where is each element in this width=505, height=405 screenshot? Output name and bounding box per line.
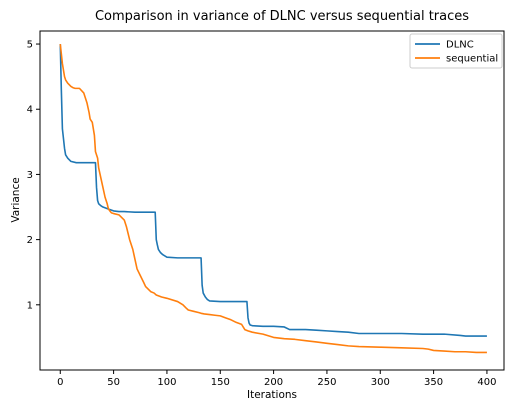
y-tick-label: 2: [27, 235, 33, 246]
series-line-dlnc: [59, 44, 487, 337]
x-tick-label: 200: [264, 377, 283, 388]
y-tick-label: 5: [27, 40, 33, 51]
x-tick-label: 400: [477, 377, 496, 388]
y-tick-label: 4: [27, 105, 33, 116]
x-tick-label: 300: [371, 377, 390, 388]
x-axis: 0 50 100 150 200 250 300 350 400: [57, 370, 496, 388]
x-axis-label: Iterations: [247, 389, 297, 401]
plot-frame: [39, 30, 505, 371]
x-tick-label: 0: [57, 377, 63, 388]
x-tick-label: 150: [211, 377, 230, 388]
y-axis-label: Variance: [10, 177, 22, 222]
y-axis: 1 2 3 4 5: [27, 40, 40, 311]
legend-label-dlnc: DLNC: [446, 40, 474, 51]
x-tick-label: 350: [424, 377, 443, 388]
chart-title: Comparison in variance of DLNC versus se…: [95, 9, 469, 24]
chart-legend: DLNC sequential: [409, 33, 503, 69]
legend-box: [409, 33, 503, 69]
series-line-sequential: [59, 43, 487, 354]
x-tick-label: 100: [157, 377, 176, 388]
y-tick-label: 3: [27, 170, 33, 181]
x-tick-label: 50: [107, 377, 120, 388]
y-tick-label: 1: [27, 300, 33, 311]
legend-label-sequential: sequential: [446, 54, 498, 65]
x-tick-label: 250: [317, 377, 336, 388]
plot-area: [59, 43, 487, 354]
